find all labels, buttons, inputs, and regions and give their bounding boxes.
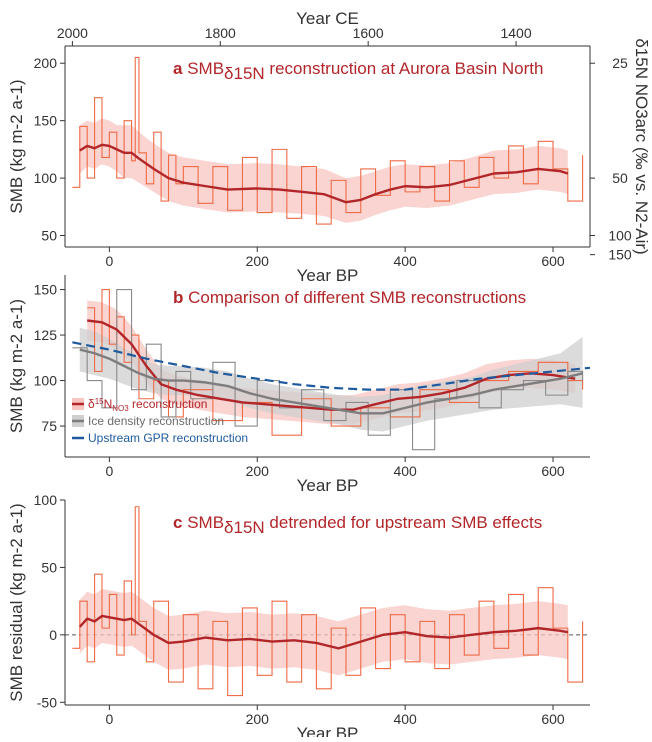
x-tick-label: 400: [393, 253, 417, 269]
title-prefix: SMB: [187, 59, 224, 78]
x-tick-label: 600: [541, 253, 565, 269]
uncertainty-band: [79, 327, 583, 432]
raw-series-line: [72, 56, 584, 225]
y-tick-label: 100: [34, 492, 58, 508]
y-tick-label: 125: [34, 327, 58, 343]
legend-n: N: [104, 397, 113, 411]
top-axis-title: Year CE: [296, 9, 359, 28]
title-prefix: SMB: [187, 513, 224, 532]
y-axis-title: SMB residual (kg m-2 a-1): [7, 503, 26, 701]
y-axis-title: SMB (kg m-2 a-1): [7, 79, 26, 213]
x-axis-title: Year BP: [297, 266, 359, 285]
y-tick-label: 100: [34, 170, 58, 186]
top-tick-label: 1800: [205, 25, 236, 41]
y-axis-title: SMB (kg m-2 a-1): [7, 299, 26, 433]
raw-series-line: [72, 506, 584, 697]
legend-text: Upstream GPR reconstruction: [88, 431, 248, 445]
panel-letter: a: [173, 59, 183, 78]
y-tick-label: 100: [34, 373, 58, 389]
uncertainty-band: [79, 118, 568, 223]
panel-title: a SMBδ15N reconstruction at Aurora Basin…: [173, 59, 543, 83]
title-subscript: δ15N: [224, 64, 265, 83]
x-tick-label: 600: [541, 463, 565, 479]
y-tick-label: 0: [49, 627, 57, 643]
x-tick-label: 200: [246, 463, 270, 479]
right-tick-label: 25: [612, 55, 628, 71]
top-tick-label: 2000: [57, 25, 88, 41]
right-tick-label: 100: [608, 228, 632, 244]
smoothed-series-line: [79, 143, 569, 204]
title-subscript: δ15N: [224, 518, 265, 537]
y-tick-label: 200: [34, 55, 58, 71]
panel-letter: c: [173, 513, 182, 532]
panel-letter: b: [173, 288, 183, 307]
y-tick-label: 50: [41, 228, 57, 244]
smoothed-series-line: [87, 319, 576, 411]
panel-b: 0 200 400 600 75 100 125 150 Year BP SMB (kg m-2 …: [7, 275, 591, 495]
x-tick-label: 0: [105, 711, 113, 727]
uncertainty-band: [79, 589, 568, 676]
legend-label: Ice density reconstruction: [88, 414, 224, 428]
title-suffix: reconstruction at Aurora Basin North: [265, 59, 544, 78]
x-axis-title: Year BP: [297, 724, 359, 737]
right-axis-title: δ15N NO3arc (‰ vs. N2-Air): [632, 38, 651, 254]
gpr-dashed-line: [72, 341, 591, 391]
panel-c: 0 200 400 600 -50 0 50 100 Year BP SMB residual (…: [7, 492, 590, 742]
legend-text: Ice density reconstruction: [88, 414, 224, 428]
legend-label: δ15NNO3 reconstruction: [88, 397, 207, 413]
y-tick-label: 75: [41, 418, 57, 434]
legend-label: Upstream GPR reconstruction: [88, 431, 248, 445]
panel-a: 0 200 400 600 50 100 150 200 Year BP SMB (kg m-2 …: [7, 9, 651, 285]
x-tick-label: 400: [393, 711, 417, 727]
x-tick-label: 0: [105, 463, 113, 479]
title-suffix: detrended for upstream SMB effects: [265, 513, 543, 532]
y-tick-label: 150: [34, 282, 58, 298]
panel-title: b Comparison of different SMB reconstruc…: [173, 288, 526, 307]
right-tick-label: 150: [608, 247, 632, 263]
x-tick-label: 600: [541, 711, 565, 727]
smoothed-series-line: [79, 348, 583, 415]
x-tick-label: 0: [105, 253, 113, 269]
legend-delta: δ: [88, 397, 95, 411]
y-tick-label: -50: [37, 694, 57, 710]
right-tick-label: 50: [612, 170, 628, 186]
top-tick-label: 1600: [353, 25, 384, 41]
panel-title: c SMBδ15N detrended for upstream SMB eff…: [173, 513, 542, 537]
raw-series-line: [72, 289, 584, 451]
x-tick-label: 200: [246, 711, 270, 727]
smoothed-series-line: [78, 614, 569, 650]
legend-end: reconstruction: [129, 397, 208, 411]
x-tick-label: 200: [246, 253, 270, 269]
legend-sup: 15: [95, 397, 104, 406]
top-tick-label: 1400: [500, 25, 531, 41]
y-tick-label: 150: [34, 113, 58, 129]
x-axis-title: Year BP: [297, 476, 359, 495]
x-tick-label: 400: [393, 463, 417, 479]
legend-sub: NO3: [112, 404, 129, 413]
y-tick-label: 50: [41, 559, 57, 575]
title-text: Comparison of different SMB reconstructi…: [188, 288, 526, 307]
